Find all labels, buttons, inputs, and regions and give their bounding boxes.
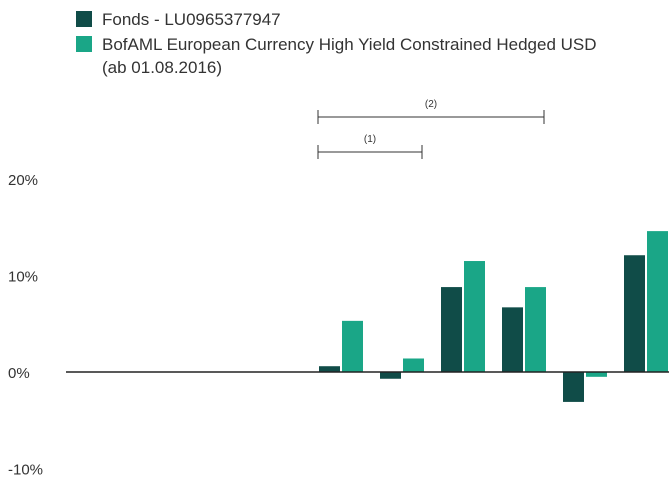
bar-series-1-cat-9: [647, 231, 668, 372]
legend-label-fonds: Fonds - LU0965377947: [102, 10, 281, 29]
bar-series-0-cat-5: [380, 372, 401, 379]
legend-item-benchmark: BofAML European Currency High Yield Cons…: [76, 33, 602, 79]
y-tick-label-1: 10%: [8, 269, 38, 286]
bar-series-1-cat-6: [464, 261, 485, 372]
bracket-label-0: (1): [364, 134, 376, 145]
legend: Fonds - LU0965377947 BofAML European Cur…: [76, 8, 602, 81]
bar-series-1-cat-5: [403, 358, 424, 372]
y-tick-label-2: 0%: [8, 365, 30, 382]
y-tick-label-0: 20%: [8, 172, 38, 189]
bracket-label-1: (2): [425, 99, 437, 110]
legend-swatch-fonds: [76, 11, 92, 27]
bar-series-0-cat-6: [441, 287, 462, 372]
bar-series-1-cat-4: [342, 320, 363, 372]
bar-series-0-cat-4: [319, 366, 340, 372]
bar-series-1-cat-8: [586, 372, 607, 377]
legend-swatch-benchmark: [76, 36, 92, 52]
legend-label-benchmark: BofAML European Currency High Yield Cons…: [102, 35, 597, 77]
y-tick-label-3: -10%: [8, 462, 43, 478]
legend-item-fonds: Fonds - LU0965377947: [76, 8, 602, 31]
bar-series-1-cat-7: [525, 287, 546, 372]
bar-series-0-cat-9: [624, 255, 645, 372]
bar-series-0-cat-7: [502, 307, 523, 372]
bar-series-0-cat-8: [563, 372, 584, 402]
